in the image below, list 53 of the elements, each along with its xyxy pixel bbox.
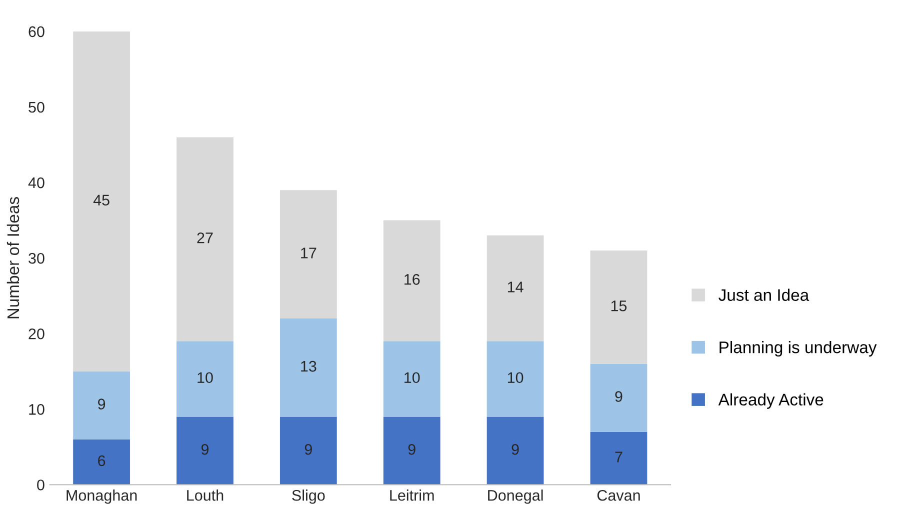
bar xyxy=(590,364,648,432)
x-tick-label: Leitrim xyxy=(390,490,434,501)
legend-label: Already Active xyxy=(718,393,824,409)
y-tick-label: 40 xyxy=(28,177,44,188)
bar xyxy=(73,31,130,372)
data-label: 9 xyxy=(408,444,416,455)
x-tick-label: Sligo xyxy=(292,490,325,504)
bar xyxy=(176,341,234,417)
bar xyxy=(383,416,440,485)
data-label: 15 xyxy=(611,300,627,312)
bar xyxy=(383,341,440,417)
bar xyxy=(280,318,337,417)
data-label: 9 xyxy=(98,398,106,410)
data-label: 10 xyxy=(198,372,213,384)
y-tick-label: 30 xyxy=(28,252,44,264)
bar xyxy=(176,137,234,342)
data-label: 6 xyxy=(98,455,106,466)
data-label: 45 xyxy=(93,194,110,206)
data-label: 9 xyxy=(201,444,209,455)
bar xyxy=(280,416,337,485)
data-label: 16 xyxy=(404,274,420,285)
x-tick-label: Louth xyxy=(187,490,224,501)
y-tick-label: 60 xyxy=(28,26,44,38)
data-label: 9 xyxy=(304,444,312,455)
x-tick-label: Monaghan xyxy=(66,490,137,504)
bar xyxy=(590,432,648,485)
data-label: 13 xyxy=(301,360,316,372)
data-label: 10 xyxy=(404,372,420,384)
bar xyxy=(176,416,234,485)
bar xyxy=(486,341,544,417)
data-label: 10 xyxy=(508,372,524,384)
data-label: 7 xyxy=(615,452,622,462)
data-label: 9 xyxy=(512,444,519,455)
y-tick-label: 20 xyxy=(28,328,44,340)
legend-label: Just an Idea xyxy=(718,288,810,301)
bar xyxy=(486,416,544,485)
legend-label: Planning is underway xyxy=(720,341,877,357)
y-tick-label: 10 xyxy=(29,404,44,415)
y-tick-label: 50 xyxy=(28,102,44,113)
data-label: 9 xyxy=(615,391,622,402)
data-label: 14 xyxy=(508,282,524,292)
data-label: 27 xyxy=(197,232,213,244)
bar xyxy=(590,250,648,364)
bar xyxy=(486,235,544,342)
y-tick-label: 0 xyxy=(37,480,44,490)
data-label: 17 xyxy=(301,248,316,258)
x-tick-label: Donegal xyxy=(488,490,543,504)
x-tick-label: Cavan xyxy=(597,490,640,501)
bar xyxy=(280,190,337,319)
bar xyxy=(73,439,130,485)
bar xyxy=(73,371,130,440)
y-axis-title: Number of Ideas xyxy=(6,197,20,318)
bar xyxy=(383,220,440,342)
